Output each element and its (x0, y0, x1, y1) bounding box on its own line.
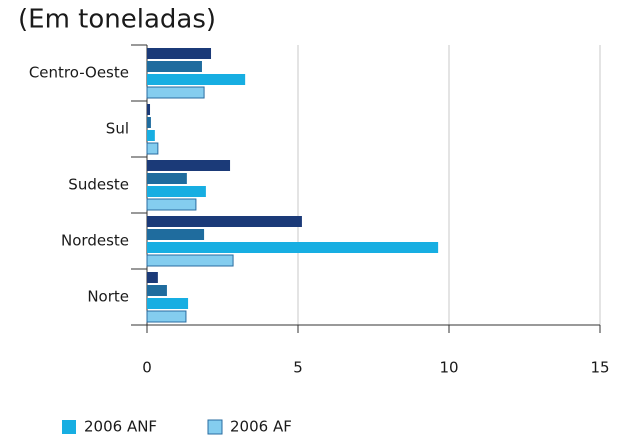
bar (147, 216, 302, 227)
bar (147, 160, 231, 171)
bar (147, 61, 202, 72)
bar (147, 173, 187, 184)
x-tick-label: 10 (439, 359, 458, 377)
bar (146, 86, 205, 99)
legend-label: 2006 ANF (84, 418, 157, 436)
legend-swatch (207, 419, 223, 435)
y-tick-label: Norte (87, 288, 129, 306)
bar (147, 48, 212, 59)
y-tick-label: Centro-Oeste (29, 64, 129, 82)
bar (147, 117, 151, 128)
bar (147, 242, 439, 253)
y-tick-label: Sudeste (68, 176, 129, 194)
bar (147, 186, 206, 197)
bar (146, 198, 197, 211)
x-tick-label: 5 (293, 359, 303, 377)
bar (146, 254, 234, 267)
bar (147, 298, 189, 309)
x-tick-label: 15 (590, 359, 609, 377)
bar (147, 74, 246, 85)
bar (147, 130, 155, 141)
bar (146, 310, 187, 323)
legend-label: 2006 AF (230, 418, 292, 436)
chart-title: (Em toneladas) (18, 5, 216, 35)
bar (147, 104, 151, 115)
y-tick-label: Nordeste (61, 232, 129, 250)
x-tick-label: 0 (142, 359, 152, 377)
bar (146, 142, 159, 155)
bar (147, 272, 158, 283)
bar (147, 285, 167, 296)
legend-swatch (62, 420, 76, 434)
bar (147, 229, 205, 240)
y-tick-label: Sul (106, 120, 129, 138)
